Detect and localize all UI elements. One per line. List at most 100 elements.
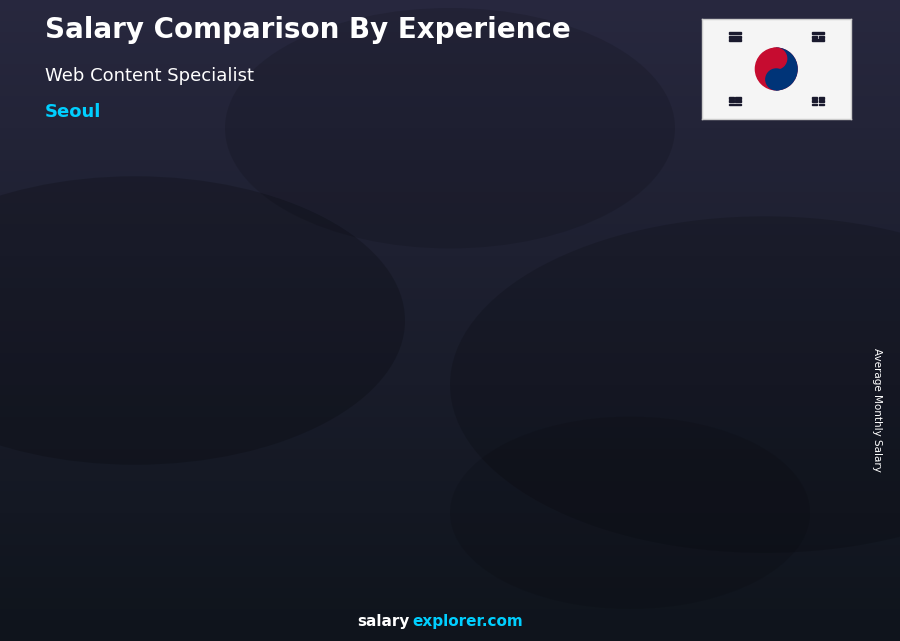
Bar	[215, 458, 275, 577]
Bar	[812, 97, 817, 99]
Bar	[0, 267, 900, 278]
Text: Salary Comparison By Experience: Salary Comparison By Experience	[45, 16, 571, 44]
Text: +34%: +34%	[157, 381, 214, 399]
Bar	[0, 524, 900, 534]
Text: +9%: +9%	[522, 226, 567, 245]
Bar	[812, 36, 817, 38]
Bar	[0, 85, 900, 96]
Bar	[0, 310, 900, 320]
Bar	[819, 100, 824, 102]
Bar	[0, 288, 900, 299]
Text: salary: salary	[357, 615, 410, 629]
Bar	[0, 598, 900, 609]
Bar	[0, 545, 900, 556]
Bar	[0, 395, 900, 406]
Bar	[735, 100, 741, 102]
Bar	[729, 36, 741, 38]
Polygon shape	[694, 316, 768, 324]
Bar	[0, 75, 900, 85]
Bar	[0, 620, 900, 630]
Text: +22%: +22%	[396, 253, 454, 271]
Text: 3,210,000 KRW: 3,210,000 KRW	[203, 437, 300, 450]
Bar	[0, 160, 900, 171]
Bar	[0, 43, 900, 53]
Polygon shape	[275, 450, 290, 577]
Bar	[0, 11, 900, 21]
Bar	[0, 53, 900, 64]
Bar	[0, 171, 900, 181]
Bar	[0, 256, 900, 267]
Bar	[0, 406, 900, 417]
Bar	[0, 385, 900, 395]
Text: 6,820,000 KRW: 6,820,000 KRW	[681, 303, 778, 316]
Bar	[0, 566, 900, 577]
Bar	[729, 100, 733, 102]
Circle shape	[755, 48, 797, 90]
Bar	[0, 449, 900, 460]
Bar	[0, 246, 900, 256]
Bar	[0, 417, 900, 428]
Polygon shape	[156, 480, 170, 577]
Bar	[335, 401, 395, 577]
Text: 2,400,000 KRW: 2,400,000 KRW	[71, 467, 168, 479]
Bar	[0, 107, 900, 117]
Bar	[0, 278, 900, 288]
Bar	[819, 104, 824, 105]
Circle shape	[766, 48, 787, 69]
Polygon shape	[574, 335, 649, 344]
Bar	[0, 320, 900, 331]
Bar	[0, 299, 900, 310]
Bar	[0, 224, 900, 235]
Bar	[0, 502, 900, 513]
Polygon shape	[215, 450, 290, 458]
Text: Average Monthly Salary: Average Monthly Salary	[872, 348, 883, 472]
Bar	[0, 21, 900, 32]
Text: +48%: +48%	[276, 304, 334, 322]
Bar	[729, 97, 733, 99]
Bar	[0, 32, 900, 43]
Bar	[574, 344, 634, 577]
Bar	[729, 104, 741, 105]
Bar	[0, 342, 900, 353]
Bar	[729, 39, 741, 41]
Bar	[0, 213, 900, 224]
Bar	[819, 36, 824, 38]
Text: Web Content Specialist: Web Content Specialist	[45, 67, 254, 85]
Bar	[729, 33, 741, 34]
Bar	[0, 149, 900, 160]
Bar	[0, 181, 900, 192]
Bar	[694, 324, 754, 577]
Polygon shape	[96, 480, 170, 488]
Polygon shape	[754, 316, 768, 577]
Bar	[0, 96, 900, 107]
Polygon shape	[335, 393, 410, 401]
Bar	[0, 428, 900, 438]
Bar	[0, 374, 900, 385]
Text: 5,780,000 KRW: 5,780,000 KRW	[442, 342, 539, 354]
Bar	[812, 100, 817, 102]
Bar	[0, 117, 900, 128]
Ellipse shape	[0, 176, 405, 465]
Bar	[0, 331, 900, 342]
Bar	[96, 488, 156, 577]
Bar	[0, 235, 900, 246]
Bar	[0, 588, 900, 598]
Text: 4,740,000 KRW: 4,740,000 KRW	[323, 380, 419, 393]
Ellipse shape	[450, 216, 900, 553]
Bar	[0, 492, 900, 502]
Bar	[0, 460, 900, 470]
Polygon shape	[515, 354, 529, 577]
Ellipse shape	[450, 417, 810, 609]
Bar	[0, 513, 900, 524]
Bar	[812, 39, 824, 41]
Bar	[0, 203, 900, 213]
Bar	[454, 363, 515, 577]
Bar	[0, 481, 900, 492]
Bar	[0, 609, 900, 620]
Bar	[0, 577, 900, 588]
Circle shape	[766, 69, 787, 90]
Text: Seoul: Seoul	[45, 103, 102, 121]
Bar	[819, 97, 824, 99]
Bar	[0, 438, 900, 449]
Bar	[0, 363, 900, 374]
